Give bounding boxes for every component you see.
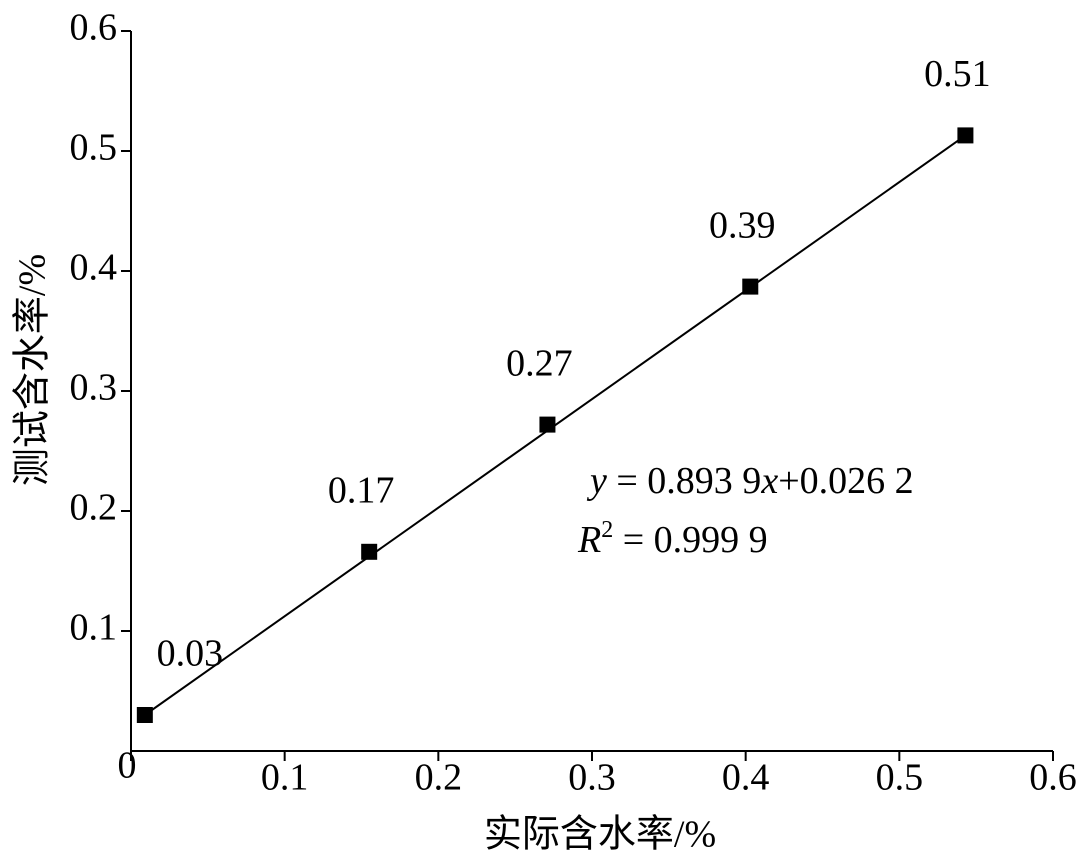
r-squared-part: R <box>577 519 601 561</box>
equation: y = 0.893 9x+0.026 2 <box>586 460 914 502</box>
marker <box>136 707 153 723</box>
marker <box>742 278 759 295</box>
equation-part: = 0.893 9 <box>607 460 761 502</box>
x-tick-label: 0.2 <box>415 757 463 799</box>
data-label: 0.17 <box>328 470 395 512</box>
y-axis-label: 测试含水率/% <box>12 254 54 486</box>
r-squared-part: = 0.999 9 <box>613 519 767 561</box>
x-tick-label: 0.4 <box>722 757 770 799</box>
equation-part: x <box>760 460 778 502</box>
x-tick-label: 0.3 <box>568 757 616 799</box>
y-tick-label: 0.3 <box>70 367 118 409</box>
x-axis-label: 实际含水率/% <box>484 814 716 856</box>
data-label: 0.03 <box>157 633 224 675</box>
r-squared: R2 = 0.999 9 <box>577 517 768 561</box>
r-squared-part: 2 <box>601 517 613 543</box>
data-label: 0.51 <box>924 53 991 95</box>
y-tick-label: 0.2 <box>70 487 118 529</box>
y-tick-label: 0.1 <box>70 607 118 649</box>
y-tick-label: 0.5 <box>70 127 118 169</box>
x-tick-label: 0.6 <box>1029 757 1077 799</box>
x-tick-label: 0 <box>118 745 137 787</box>
x-tick-label: 0.5 <box>876 757 924 799</box>
data-label: 0.27 <box>506 342 573 384</box>
x-tick-label: 0.1 <box>261 757 309 799</box>
equation-part: y <box>586 460 607 502</box>
y-tick-label: 0.4 <box>70 247 118 289</box>
marker <box>539 416 556 433</box>
marker <box>361 543 378 560</box>
equation-part: +0.026 2 <box>778 460 913 502</box>
data-label: 0.39 <box>709 204 776 246</box>
y-tick-label: 0.6 <box>70 7 118 49</box>
marker <box>957 127 974 144</box>
